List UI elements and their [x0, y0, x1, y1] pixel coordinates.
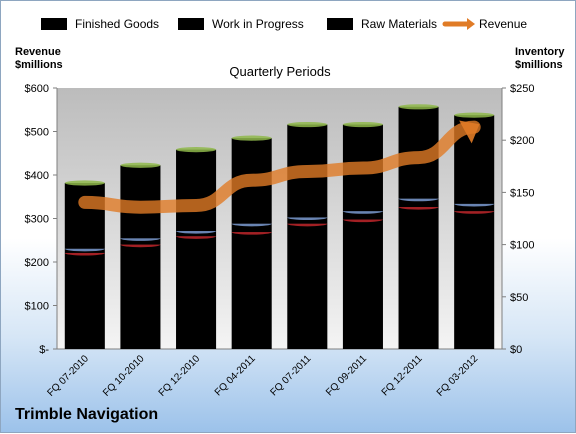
left-tick-label: $100	[25, 301, 49, 313]
bar-finished-goods	[120, 244, 161, 349]
category-label: FQ 07-2010	[45, 353, 91, 399]
category-label: FQ 03-2012	[435, 353, 481, 399]
revenue-arrowhead	[459, 120, 480, 144]
bar-raw-materials-cap	[287, 121, 328, 128]
legend-arrow-revenue	[467, 18, 475, 30]
bar-work-in-progress	[176, 231, 217, 237]
right-axis-title-line2: $millions	[515, 59, 563, 71]
bar-work-in-progress	[231, 223, 272, 233]
legend-label-revenue: Revenue	[479, 17, 527, 31]
bar-work-in-progress	[120, 238, 161, 245]
category-label: FQ 10-2010	[101, 353, 147, 399]
legend-label-raw-materials: Raw Materials	[361, 17, 437, 31]
right-axis-title-line1: Inventory	[515, 46, 565, 58]
bar-raw-materials-cap	[64, 180, 105, 186]
left-tick-label: $400	[25, 170, 49, 182]
bar-raw-materials-cap	[120, 162, 161, 168]
bar-raw-materials-cap	[176, 146, 217, 153]
bar-raw-materials-cap	[342, 121, 383, 128]
bar-raw-materials	[176, 149, 217, 232]
bar-work-in-progress	[342, 211, 383, 220]
bar-work-in-progress	[454, 203, 495, 212]
legend-swatch-finished-goods	[41, 18, 67, 30]
chart-subtitle: Quarterly Periods	[229, 64, 331, 79]
bar-finished-goods	[287, 223, 328, 349]
category-label: FQ 12-2010	[157, 353, 203, 399]
bar-work-in-progress	[287, 217, 328, 224]
legend-swatch-raw-materials	[327, 18, 353, 30]
legend-label-finished-goods: Finished Goods	[75, 17, 159, 31]
bar-raw-materials-cap	[231, 135, 272, 141]
right-tick-label: $0	[510, 344, 522, 356]
right-tick-label: $200	[510, 135, 534, 147]
revenue-line-layer	[78, 120, 481, 214]
left-axis-title: Revenue $millions	[15, 46, 63, 72]
legend-label-work-in-progress: Work in Progress	[212, 17, 304, 31]
bar-finished-goods	[176, 236, 217, 349]
bar-finished-goods	[64, 252, 105, 349]
legend-swatch-work-in-progress	[178, 18, 204, 30]
category-label: FQ 09-2011	[324, 353, 369, 398]
right-tick-label: $150	[510, 187, 534, 199]
bar-raw-materials	[64, 183, 105, 249]
right-tick-label: $50	[510, 292, 528, 304]
bar-finished-goods	[231, 232, 272, 349]
right-tick-label: $250	[510, 83, 534, 95]
bar-raw-materials-cap	[454, 112, 495, 118]
category-label: FQ 07-2011	[268, 353, 313, 398]
bar-finished-goods	[398, 207, 439, 349]
revenue-line	[78, 120, 481, 214]
company-name: Trimble Navigation	[15, 406, 159, 423]
left-tick-label: $300	[25, 214, 49, 226]
bar-finished-goods	[342, 219, 383, 349]
left-tick-label: $500	[25, 127, 49, 139]
left-tick-label: $600	[25, 83, 49, 95]
left-tick-label: $200	[25, 257, 49, 269]
right-axis-title: Inventory $millions	[515, 46, 565, 72]
category-label: FQ 04-2011	[213, 353, 258, 398]
bar-raw-materials-cap	[398, 104, 439, 110]
bar-work-in-progress	[398, 198, 439, 208]
left-tick-label: $-	[39, 344, 49, 356]
legend: Finished Goods Work in Progress Raw Materi…	[41, 17, 527, 31]
category-label: FQ 12-2011	[380, 353, 425, 398]
bar-finished-goods	[454, 211, 495, 349]
left-axis-title-line1: Revenue	[15, 46, 61, 58]
right-tick-label: $100	[510, 240, 534, 252]
left-axis-title-line2: $millions	[15, 59, 63, 71]
